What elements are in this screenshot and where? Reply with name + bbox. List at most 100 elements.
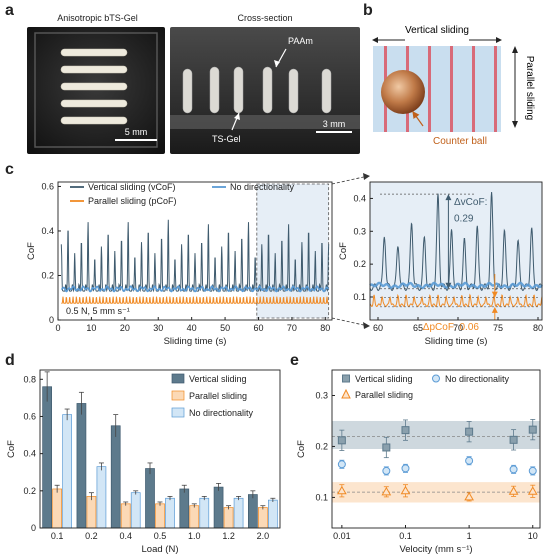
zoom-line-parallel	[369, 293, 543, 308]
bar	[248, 494, 258, 529]
delta-v-arrowhead	[445, 194, 452, 201]
x-axis-label: Velocity (mm s⁻¹)	[399, 544, 472, 555]
x-tick-label: 20	[120, 323, 130, 333]
zoom-line-nodirection	[369, 281, 543, 290]
x-tick-label: 80	[533, 323, 543, 333]
legend-swatch	[171, 407, 185, 418]
scale-bar-left	[115, 139, 157, 141]
vertical-sliding-label: Vertical sliding	[405, 25, 469, 36]
marker-circle	[382, 466, 391, 475]
x-tick-label: 0.2	[85, 531, 98, 541]
marker-square	[509, 435, 518, 444]
legend-swatch	[341, 388, 351, 399]
x-axis-label: Sliding time (s)	[425, 336, 488, 347]
chart-c: 0 10 20 30 40 50 60 70 80 0 0.2 0.4 0.6 Sliding time …	[26, 173, 543, 347]
zoom-connector-arrowhead	[363, 322, 370, 329]
x-tick-label: 70	[453, 323, 463, 333]
y-tick-label: 0.4	[353, 193, 366, 203]
sliding-schematic: Vertical sliding Parallel sliding Counte…	[372, 25, 535, 147]
x-tick-label: 70	[287, 323, 297, 333]
marker-square	[528, 425, 537, 434]
x-tick-label: 1.2	[222, 531, 235, 541]
legend-swatch	[171, 373, 185, 384]
y-axis-label: CoF	[6, 440, 17, 458]
y-tick-label: 0.1	[353, 292, 366, 302]
y-tick-label: 0	[31, 523, 36, 533]
legend-label: Vertical sliding (vCoF)	[88, 182, 176, 192]
chart-d: 0.1 0.2 0.4 0.5 1.0 1.2 2.0 0 0.2 0.4 0.6 0.8 Load (…	[6, 369, 281, 555]
zoom-connector	[331, 317, 369, 327]
bar	[52, 488, 62, 529]
y-tick-label: 0.6	[41, 181, 54, 191]
condition-annotation: 0.5 N, 5 mm s⁻¹	[66, 306, 130, 316]
band	[332, 482, 540, 503]
axes-frame	[57, 181, 333, 321]
bar	[145, 468, 155, 529]
panel-letter-c: c	[5, 161, 14, 178]
marker-circle	[509, 465, 518, 474]
x-tick-label: 75	[493, 323, 503, 333]
y-tick-label: 0.2	[315, 441, 328, 451]
bar	[165, 497, 175, 529]
legend-label: Vertical sliding	[189, 374, 247, 384]
bar	[199, 497, 210, 529]
zoom-frame	[369, 181, 543, 321]
photo-left-title: Anisotropic bTS-Gel	[57, 13, 138, 23]
panel-letter-e: e	[290, 352, 299, 369]
panel-letter-d: d	[5, 352, 15, 369]
bar	[96, 466, 107, 529]
x-tick-label: 60	[373, 323, 383, 333]
x-tick-label: 0.1	[51, 531, 64, 541]
x-tick-label: 0.1	[399, 531, 412, 541]
y-tick-label: 0.3	[315, 390, 328, 400]
delta-v-arrowhead	[445, 282, 452, 289]
x-tick-label: 0.5	[154, 531, 167, 541]
marker-circle	[528, 466, 537, 475]
x-tick-label: 30	[153, 323, 163, 333]
marker-triangle	[381, 486, 392, 496]
bar	[86, 496, 97, 529]
marker-square	[465, 427, 474, 436]
bar	[268, 499, 278, 529]
bar	[130, 492, 141, 529]
legend-swatch	[342, 374, 350, 383]
legend-label: Parallel sliding	[355, 390, 413, 400]
y-tick-label: 0.2	[23, 486, 36, 496]
bar	[110, 425, 121, 529]
axes-frame	[331, 369, 541, 529]
counter-ball-label: Counter ball	[433, 136, 487, 147]
y-tick-label: 0.2	[41, 270, 54, 280]
x-tick-label: 10	[86, 323, 96, 333]
delta-v-label: ΔvCoF:	[454, 197, 487, 208]
photo-anisotropic-gel: 5 mm	[27, 27, 165, 154]
legend-label: Parallel sliding	[189, 391, 247, 401]
x-tick-label: 2.0	[257, 531, 270, 541]
zoom-connector-arrowhead	[363, 173, 370, 180]
x-tick-label: 10	[528, 531, 538, 541]
marker-triangle	[400, 485, 411, 495]
legend-label: No directionality	[445, 374, 510, 384]
legend-label: Vertical sliding	[355, 374, 413, 384]
panel-letter-b: b	[363, 2, 373, 19]
marker-square	[382, 443, 391, 452]
legend-swatch	[432, 374, 440, 383]
legend-label: No directionality	[189, 408, 254, 418]
y-tick-label: 0.4	[41, 226, 54, 236]
marker-triangle	[527, 486, 538, 495]
x-tick-label: 60	[253, 323, 263, 333]
delta-p-arrowhead	[491, 306, 498, 313]
delta-v-value: 0.29	[454, 213, 474, 224]
bar	[179, 488, 190, 529]
delta-p-label: ΔpCoF: 0.06	[423, 322, 480, 333]
y-axis-label: CoF	[26, 242, 37, 260]
chart-e: 0.01 0.1 1 10 0.1 0.2 0.3 Velocity (mm s⁻¹) CoF V…	[296, 369, 541, 555]
counter-ball	[381, 70, 425, 114]
photo-right-title: Cross-section	[237, 13, 293, 23]
bar	[189, 505, 200, 529]
bar	[233, 497, 244, 529]
scale-bar-right	[316, 131, 352, 133]
y-axis-label: CoF	[296, 440, 307, 458]
x-tick-label: 80	[320, 323, 330, 333]
marker-triangle	[508, 486, 519, 495]
scale-text-right: 3 mm	[323, 119, 346, 129]
